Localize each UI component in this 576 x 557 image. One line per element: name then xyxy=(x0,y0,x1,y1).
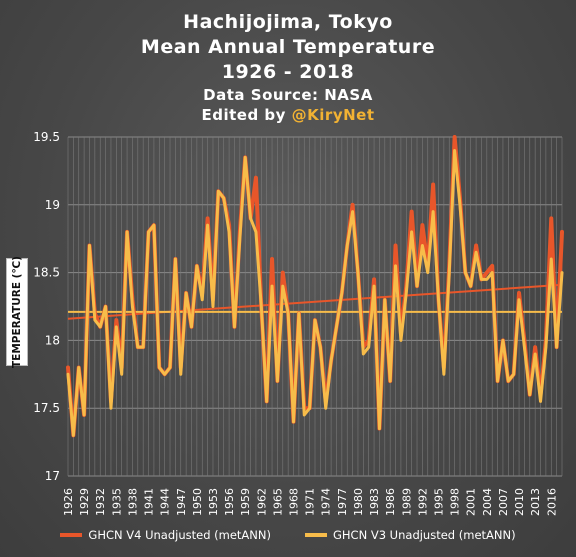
x-tick-label: 1971 xyxy=(304,488,317,516)
edited-by-handle: @KiryNet xyxy=(291,106,375,124)
legend-swatch-v4 xyxy=(60,533,83,537)
x-tick-label: 1968 xyxy=(288,488,301,516)
x-tick-label: 1944 xyxy=(159,488,172,516)
x-tick-label: 1962 xyxy=(255,488,268,516)
y-tick-label: 17.5 xyxy=(33,401,60,415)
gridlines xyxy=(67,136,563,477)
x-tick-label: 1938 xyxy=(126,488,139,516)
x-tick-label: 1989 xyxy=(400,488,413,516)
legend-item-v4: GHCN V4 Unadjusted (metANN) xyxy=(60,528,271,542)
x-tick-label: 1983 xyxy=(368,488,381,516)
chart-legend: GHCN V4 Unadjusted (metANN) GHCN V3 Unad… xyxy=(0,528,576,542)
trendline-v4 xyxy=(67,283,563,320)
x-tick-label: 1926 xyxy=(62,488,75,516)
y-tick-label: 19.5 xyxy=(33,130,60,144)
y-axis-label: TEMPERATURE (℃) xyxy=(11,256,23,368)
x-tick-label: 2010 xyxy=(513,488,526,516)
x-tick-label: 1935 xyxy=(110,488,123,516)
x-tick-label: 2016 xyxy=(545,488,558,516)
trendlines xyxy=(67,283,563,320)
x-tick-label: 1959 xyxy=(239,488,252,516)
y-axis-label-box xyxy=(6,258,28,366)
chart-title-line3: 1926 - 2018 xyxy=(221,61,355,83)
legend-swatch-v3 xyxy=(305,533,327,537)
edited-by-prefix: Edited by xyxy=(201,106,292,124)
y-tick-label: 17 xyxy=(45,469,60,483)
legend-item-v3: GHCN V3 Unadjusted (metANN) xyxy=(305,528,516,542)
chart-title-line1: Hachijojima, Tokyo xyxy=(183,11,393,33)
x-tick-label: 2001 xyxy=(465,488,478,516)
x-tick-label: 1950 xyxy=(191,488,204,516)
chart-title-line2: Mean Annual Temperature xyxy=(140,36,436,58)
y-tick-label: 18 xyxy=(45,333,60,347)
x-tick-label: 2007 xyxy=(497,488,510,516)
x-axis-ticks: 1926 1929 1932 1935 1938 1941 1944 1947 1950 1953… xyxy=(62,488,558,516)
x-tick-label: 1980 xyxy=(352,488,365,516)
x-tick-label: 1986 xyxy=(384,488,397,516)
x-tick-label: 2004 xyxy=(481,488,494,516)
x-tick-label: 1956 xyxy=(223,488,236,516)
x-tick-label: 1947 xyxy=(175,488,188,516)
data-source-label: Data Source: NASA xyxy=(203,86,373,104)
x-tick-label: 1929 xyxy=(78,488,91,516)
series-line-v3 xyxy=(66,149,564,437)
edited-by-label: Edited by @KiryNet xyxy=(0,105,576,125)
x-tick-label: 1992 xyxy=(416,488,429,516)
y-tick-label: 18.5 xyxy=(33,266,60,280)
x-tick-label: 1941 xyxy=(143,488,156,516)
x-tick-label: 1977 xyxy=(336,488,349,516)
x-tick-label: 1932 xyxy=(94,488,107,516)
x-tick-label: 1965 xyxy=(271,488,284,516)
x-tick-label: 1995 xyxy=(433,488,446,516)
x-tick-label: 1953 xyxy=(207,488,220,516)
y-axis-ticks: 17 17.5 18 18.5 19 19.5 xyxy=(33,130,60,483)
chart-title-block: Hachijojima, Tokyo Mean Annual Temperatu… xyxy=(0,10,576,125)
x-tick-label: 1974 xyxy=(320,488,333,516)
series-lines xyxy=(66,135,564,438)
legend-label-v4: GHCN V4 Unadjusted (metANN) xyxy=(88,528,271,542)
x-tick-label: 2013 xyxy=(529,488,542,516)
legend-label-v3: GHCN V3 Unadjusted (metANN) xyxy=(333,528,516,542)
y-tick-label: 19 xyxy=(45,198,60,212)
x-tick-label: 1998 xyxy=(449,488,462,516)
